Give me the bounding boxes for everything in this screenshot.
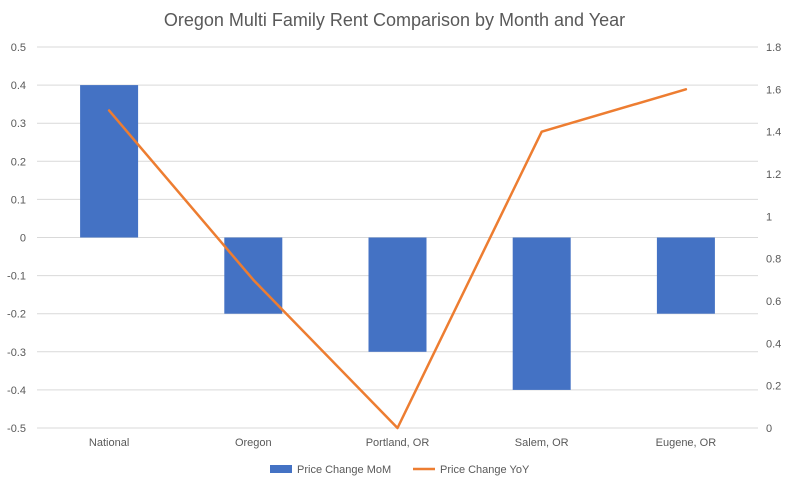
- bar: [368, 237, 427, 352]
- bar-series: [80, 85, 715, 390]
- category-label: National: [89, 437, 129, 449]
- left-axis-tick-label: -0.5: [7, 423, 26, 435]
- legend-label-bar: Price Change MoM: [297, 464, 391, 476]
- left-axis-tick-label: -0.4: [7, 385, 26, 397]
- left-axis-tick-label: 0.4: [11, 80, 26, 92]
- line-series: [107, 88, 688, 430]
- chart-title: Oregon Multi Family Rent Comparison by M…: [164, 10, 625, 30]
- legend: Price Change MoM Price Change YoY: [270, 464, 530, 476]
- category-label: Portland, OR: [366, 437, 430, 449]
- left-axis-tick-label: 0.1: [11, 194, 26, 206]
- bar: [656, 237, 715, 314]
- left-axis-tick-labels: -0.5 -0.4 -0.3 -0.2 -0.1 0 0.1 0.2 0.3 0.4 0.5: [7, 42, 26, 435]
- left-axis-tick-label: 0: [20, 233, 26, 245]
- right-axis-tick-label: 1: [766, 211, 772, 223]
- category-label: Oregon: [235, 437, 272, 449]
- right-axis-tick-label: 1.8: [766, 42, 781, 54]
- left-axis-tick-label: -0.2: [7, 309, 26, 321]
- right-axis-tick-label: 0.2: [766, 381, 781, 393]
- right-axis-tick-label: 1.2: [766, 169, 781, 181]
- right-axis-tick-label: 1.4: [766, 127, 781, 139]
- right-axis-tick-label: 0.4: [766, 338, 781, 350]
- bar: [512, 237, 571, 390]
- right-axis-tick-label: 1.6: [766, 84, 781, 96]
- right-axis-tick-labels: 0 0.2 0.4 0.6 0.8 1 1.2 1.4 1.6 1.8: [766, 42, 781, 435]
- right-axis-tick-label: 0: [766, 423, 772, 435]
- left-axis-tick-label: 0.5: [11, 42, 26, 54]
- bar: [80, 85, 139, 238]
- left-axis-tick-label: -0.3: [7, 347, 26, 359]
- category-label: Eugene, OR: [656, 437, 717, 449]
- legend-label-line: Price Change YoY: [440, 464, 530, 476]
- left-axis-tick-label: -0.1: [7, 271, 26, 283]
- legend-bar-swatch: [270, 465, 292, 473]
- right-axis-tick-label: 0.8: [766, 254, 781, 266]
- category-axis-labels: National Oregon Portland, OR Salem, OR Eugen…: [89, 437, 716, 449]
- left-axis-tick-label: 0.3: [11, 118, 26, 130]
- left-axis-tick-label: 0.2: [11, 156, 26, 168]
- right-axis-tick-label: 0.6: [766, 296, 781, 308]
- category-label: Salem, OR: [515, 437, 569, 449]
